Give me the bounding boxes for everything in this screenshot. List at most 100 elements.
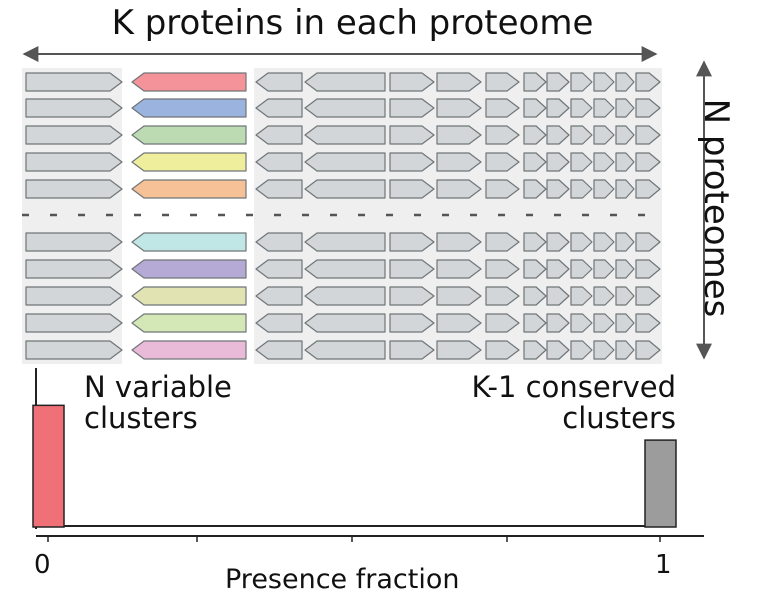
presence-histogram: [32, 368, 704, 542]
gene-arrow: [389, 259, 435, 279]
gene-arrow: [255, 152, 303, 172]
gene-arrow: [635, 340, 661, 360]
conserved-annotation-line2: clusters: [562, 401, 676, 435]
gene-arrow: [485, 286, 520, 306]
gene-arrow: [304, 286, 386, 306]
gene-arrow: [593, 313, 615, 333]
gene-arrow: [304, 72, 386, 92]
gene-arrow: [570, 313, 593, 333]
variable-gene-arrow: [131, 72, 247, 92]
x-tick-label-0: 0: [34, 550, 51, 580]
gene-arrow: [615, 232, 635, 252]
gene-arrow: [25, 340, 123, 360]
gene-arrow: [304, 179, 386, 199]
proteome-row: [25, 259, 661, 279]
gene-arrow: [436, 313, 482, 333]
gene-arrow: [546, 152, 570, 172]
gene-arrow: [635, 98, 661, 118]
gene-arrow: [570, 340, 593, 360]
gene-arrow: [635, 313, 661, 333]
gene-arrow: [485, 125, 520, 145]
gene-arrow: [523, 98, 547, 118]
gene-arrow: [593, 340, 615, 360]
figure-title: K proteins in each proteome: [111, 3, 594, 43]
gene-arrow: [570, 125, 593, 145]
gene-arrow: [593, 152, 615, 172]
gene-arrow: [255, 98, 303, 118]
variable-gene-arrow: [131, 232, 247, 252]
gene-arrow: [436, 232, 482, 252]
side-label-text: N proteomes: [696, 98, 736, 318]
proteome-row: [25, 340, 661, 360]
gene-arrow: [389, 286, 435, 306]
variable-gene-arrow: [131, 286, 247, 306]
gene-arrow: [635, 179, 661, 199]
gene-arrow: [304, 313, 386, 333]
bar-conserved-clusters: [644, 439, 677, 528]
gene-arrow: [570, 152, 593, 172]
proteome-row: [25, 313, 661, 333]
gene-arrow: [593, 232, 615, 252]
gene-arrow: [615, 98, 635, 118]
gene-arrow: [255, 286, 303, 306]
gene-arrow: [436, 125, 482, 145]
gene-arrow: [523, 313, 547, 333]
gene-arrow: [615, 340, 635, 360]
variable-clusters-annotation: N variable clusters: [84, 372, 232, 434]
gene-arrow: [255, 179, 303, 199]
gene-arrow: [615, 259, 635, 279]
gene-arrow: [255, 232, 303, 252]
variable-gene-arrow: [131, 313, 247, 333]
gene-arrow: [523, 232, 547, 252]
gene-arrow: [389, 313, 435, 333]
gene-arrow: [255, 125, 303, 145]
proteome-row: [25, 152, 661, 172]
gene-arrow: [485, 152, 520, 172]
gene-arrow: [615, 72, 635, 92]
gene-arrow: [570, 179, 593, 199]
gene-arrow: [304, 232, 386, 252]
gene-arrow: [593, 72, 615, 92]
gene-arrow: [615, 125, 635, 145]
gene-arrow: [593, 286, 615, 306]
gene-arrow: [546, 313, 570, 333]
gene-arrow: [570, 72, 593, 92]
gene-arrow: [485, 232, 520, 252]
gene-arrow: [635, 259, 661, 279]
x-axis-label: Presence fraction: [225, 564, 460, 595]
gene-arrow: [436, 98, 482, 118]
proteome-row: [25, 232, 661, 252]
variable-gene-arrow: [131, 259, 247, 279]
proteome-row: [25, 72, 661, 92]
gene-arrow: [546, 98, 570, 118]
gene-arrow: [635, 152, 661, 172]
gene-arrow: [593, 179, 615, 199]
variable-gene-arrow: [131, 179, 247, 199]
gene-arrow: [523, 340, 547, 360]
gene-arrow: [593, 98, 615, 118]
gene-arrow: [570, 232, 593, 252]
gene-arrow: [546, 286, 570, 306]
gene-arrow: [635, 125, 661, 145]
gene-arrow: [436, 179, 482, 199]
gene-arrow: [304, 340, 386, 360]
gene-arrow: [523, 286, 547, 306]
gene-arrow: [546, 340, 570, 360]
bar-variable-clusters: [32, 404, 65, 528]
gene-arrow: [615, 286, 635, 306]
gene-arrow: [615, 152, 635, 172]
variable-gene-arrow: [131, 340, 247, 360]
gene-arrow: [485, 179, 520, 199]
gene-arrow: [255, 340, 303, 360]
gene-arrow: [389, 125, 435, 145]
gene-arrow: [304, 125, 386, 145]
gene-arrow: [523, 152, 547, 172]
gene-arrow: [436, 72, 482, 92]
gene-arrow: [304, 152, 386, 172]
variable-gene-arrow: [131, 152, 247, 172]
gene-arrow: [615, 179, 635, 199]
gene-arrow: [635, 286, 661, 306]
gene-arrow: [389, 179, 435, 199]
gene-arrow: [25, 286, 123, 306]
x-tick-label-1: 1: [655, 550, 672, 580]
